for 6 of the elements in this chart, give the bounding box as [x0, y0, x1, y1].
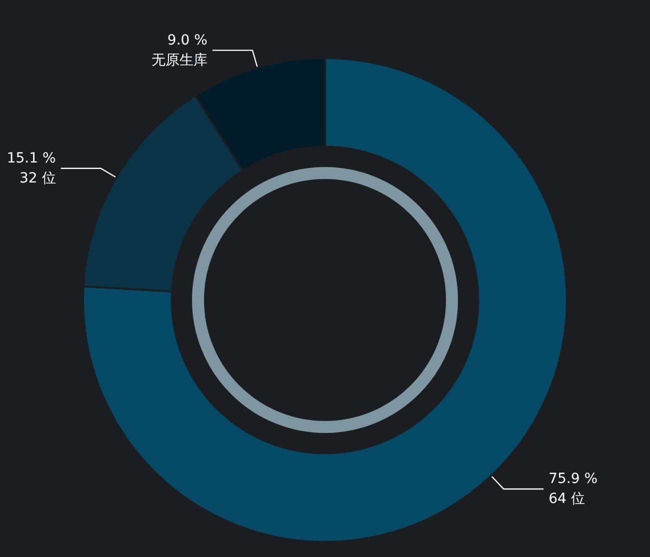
- slice-label: 64 位: [548, 490, 585, 507]
- slice-label: 无原生库: [151, 52, 208, 68]
- data-label: 75.9 %: [548, 470, 598, 487]
- data-label: 9.0 %: [167, 32, 208, 48]
- data-label: 15.1 %: [6, 150, 56, 166]
- slice-label: 32 位: [20, 170, 56, 186]
